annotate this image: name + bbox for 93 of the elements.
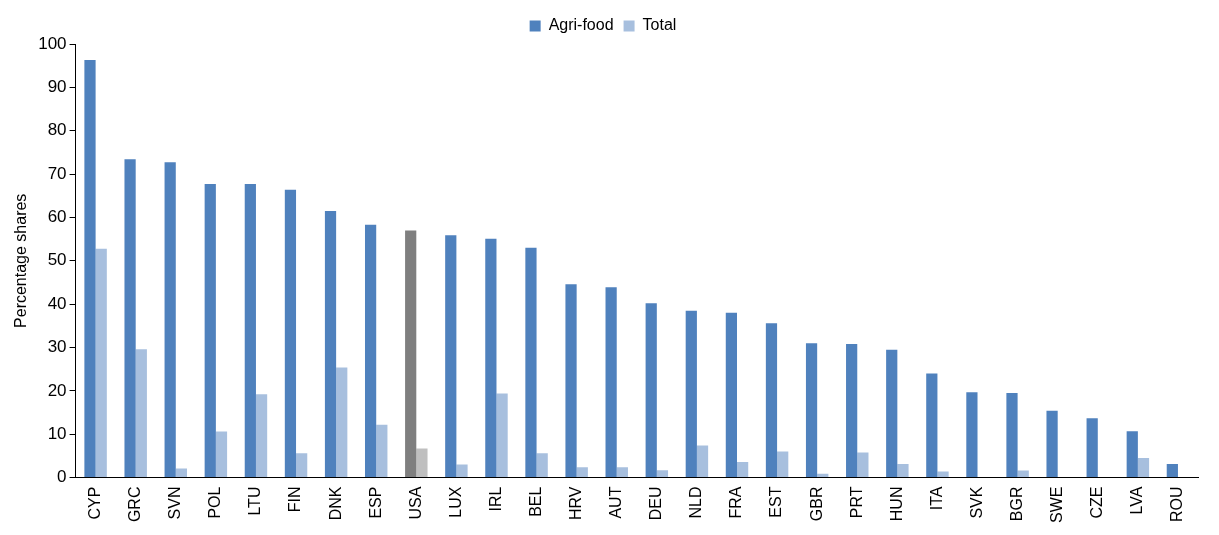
bar — [645, 303, 657, 478]
x-tick-label: CYP — [86, 486, 104, 520]
bar — [1166, 464, 1178, 478]
x-tick-label: PRT — [847, 486, 865, 519]
bar — [175, 468, 188, 478]
y-tick-label: 80 — [47, 120, 67, 140]
x-tick-label: DNK — [326, 486, 344, 521]
y-tick-label: 30 — [47, 337, 67, 357]
bar — [496, 393, 508, 478]
bar — [846, 344, 858, 478]
bar — [696, 445, 709, 478]
bar — [886, 349, 898, 478]
x-tick-label: BEL — [526, 486, 544, 517]
x-tick-label: FRA — [727, 486, 745, 519]
legend-label: Total — [642, 16, 677, 34]
bar — [576, 467, 588, 478]
x-tick-label: POL — [206, 486, 224, 519]
y-tick-label: 60 — [47, 207, 67, 227]
bar — [244, 184, 256, 478]
bar — [536, 453, 548, 478]
bar — [685, 310, 697, 478]
y-tick-label: 40 — [47, 293, 67, 313]
bar — [456, 464, 468, 478]
bar — [1086, 418, 1098, 478]
x-tick-label: ITA — [927, 486, 945, 511]
x-tick-label: SWE — [1048, 486, 1066, 524]
x-tick-label: SVK — [967, 486, 985, 519]
bar — [1006, 393, 1018, 478]
y-tick-label: 100 — [38, 33, 67, 53]
bar — [1017, 470, 1029, 478]
x-tick-label: USA — [406, 486, 424, 520]
x-tick-label: EST — [767, 486, 785, 518]
bar — [336, 367, 348, 478]
x-tick-label: DEU — [647, 486, 665, 521]
bar — [164, 162, 176, 478]
bar — [284, 189, 297, 478]
bar — [296, 453, 308, 478]
x-tick-label: AUT — [607, 486, 625, 519]
x-tick-label: GRC — [126, 486, 144, 523]
bar — [1126, 431, 1138, 478]
bar — [777, 451, 789, 478]
bar — [95, 248, 107, 478]
bar — [255, 394, 268, 478]
bar — [364, 224, 377, 478]
y-tick-label: 20 — [47, 380, 67, 400]
x-tick-label: LUX — [446, 486, 464, 518]
bar — [1137, 458, 1150, 478]
x-tick-label: HUN — [887, 486, 905, 522]
bar — [405, 230, 417, 478]
bar — [324, 210, 337, 478]
y-tick-label: 0 — [57, 467, 67, 487]
x-tick-label: FIN — [286, 486, 304, 513]
bar — [565, 284, 577, 478]
bar — [445, 235, 457, 478]
bar — [897, 464, 909, 478]
bar — [966, 392, 978, 478]
bar — [204, 184, 216, 478]
y-tick-label: 70 — [47, 163, 67, 183]
y-tick-label: 90 — [47, 77, 67, 97]
x-tick-label: BGR — [1008, 486, 1026, 522]
x-tick-label: CZE — [1088, 486, 1106, 519]
x-tick-label: NLD — [687, 486, 705, 519]
bar — [805, 343, 818, 478]
x-tick-label: IRL — [486, 486, 504, 512]
bar — [1046, 410, 1058, 478]
x-tick-label: GBR — [807, 486, 825, 522]
x-tick-label: ROU — [1168, 486, 1186, 523]
bar — [937, 471, 949, 478]
legend-label: Agri-food — [548, 16, 614, 34]
bar — [857, 452, 869, 478]
x-tick-label: LTU — [246, 486, 264, 516]
bar — [737, 461, 749, 478]
bar — [215, 431, 228, 478]
bar — [926, 373, 938, 478]
bar — [616, 467, 628, 478]
x-tick-label: SVN — [166, 486, 184, 520]
bar — [416, 448, 428, 478]
bar — [725, 312, 737, 478]
bar — [84, 60, 96, 478]
x-tick-label: LVA — [1128, 486, 1146, 515]
bar — [656, 470, 669, 478]
bar — [605, 287, 617, 478]
x-tick-label: HRV — [567, 486, 585, 521]
x-tick-label: ESP — [366, 486, 384, 519]
bar — [376, 424, 388, 478]
bar — [135, 349, 147, 478]
y-tick-label: 10 — [47, 423, 67, 443]
y-tick-label: 50 — [47, 250, 67, 270]
bar — [124, 159, 136, 478]
bar — [765, 323, 778, 478]
y-axis-title: Percentage shares — [12, 193, 30, 328]
bar — [525, 247, 537, 478]
bar — [485, 238, 497, 478]
